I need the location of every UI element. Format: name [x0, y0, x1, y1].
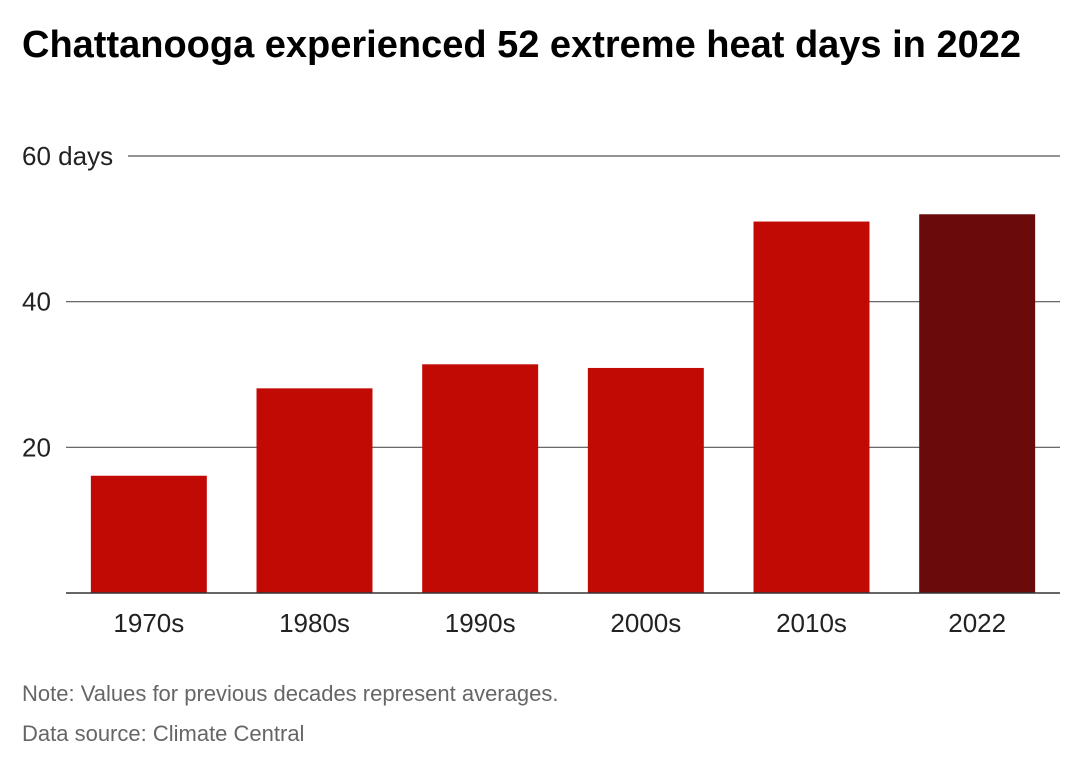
data-source: Data source: Climate Central — [22, 721, 305, 746]
gridlines — [66, 155, 1060, 448]
y-tick-label-40: 40 — [22, 287, 51, 317]
axis-labels: 20 40 60 days 1970s 1980s 1990s 2000s 2010s 2022 — [22, 141, 1006, 638]
bar-1980s — [256, 388, 373, 593]
x-tick-label-2000s: 2000s — [610, 608, 681, 638]
bar-2022 — [919, 214, 1036, 593]
x-tick-label-2022: 2022 — [948, 608, 1006, 638]
x-tick-label-2010s: 2010s — [776, 608, 847, 638]
bar-1970s — [90, 475, 207, 593]
chart-note: Note: Values for previous decades repres… — [22, 681, 559, 706]
bar-1990s — [422, 364, 539, 593]
x-tick-label-1970s: 1970s — [113, 608, 184, 638]
chart-title: Chattanooga experienced 52 extreme heat … — [22, 24, 1021, 66]
y-tick-label-60: 60 days — [22, 141, 113, 171]
bar-2000s — [587, 367, 704, 593]
x-tick-label-1980s: 1980s — [279, 608, 350, 638]
bar-chart: 20 40 60 days 1970s 1980s 1990s 2000s 2010s 2022 — [22, 141, 1060, 638]
y-tick-label-20: 20 — [22, 432, 51, 462]
x-tick-label-1990s: 1990s — [445, 608, 516, 638]
bar-2010s — [753, 221, 870, 594]
bars — [90, 214, 1036, 594]
